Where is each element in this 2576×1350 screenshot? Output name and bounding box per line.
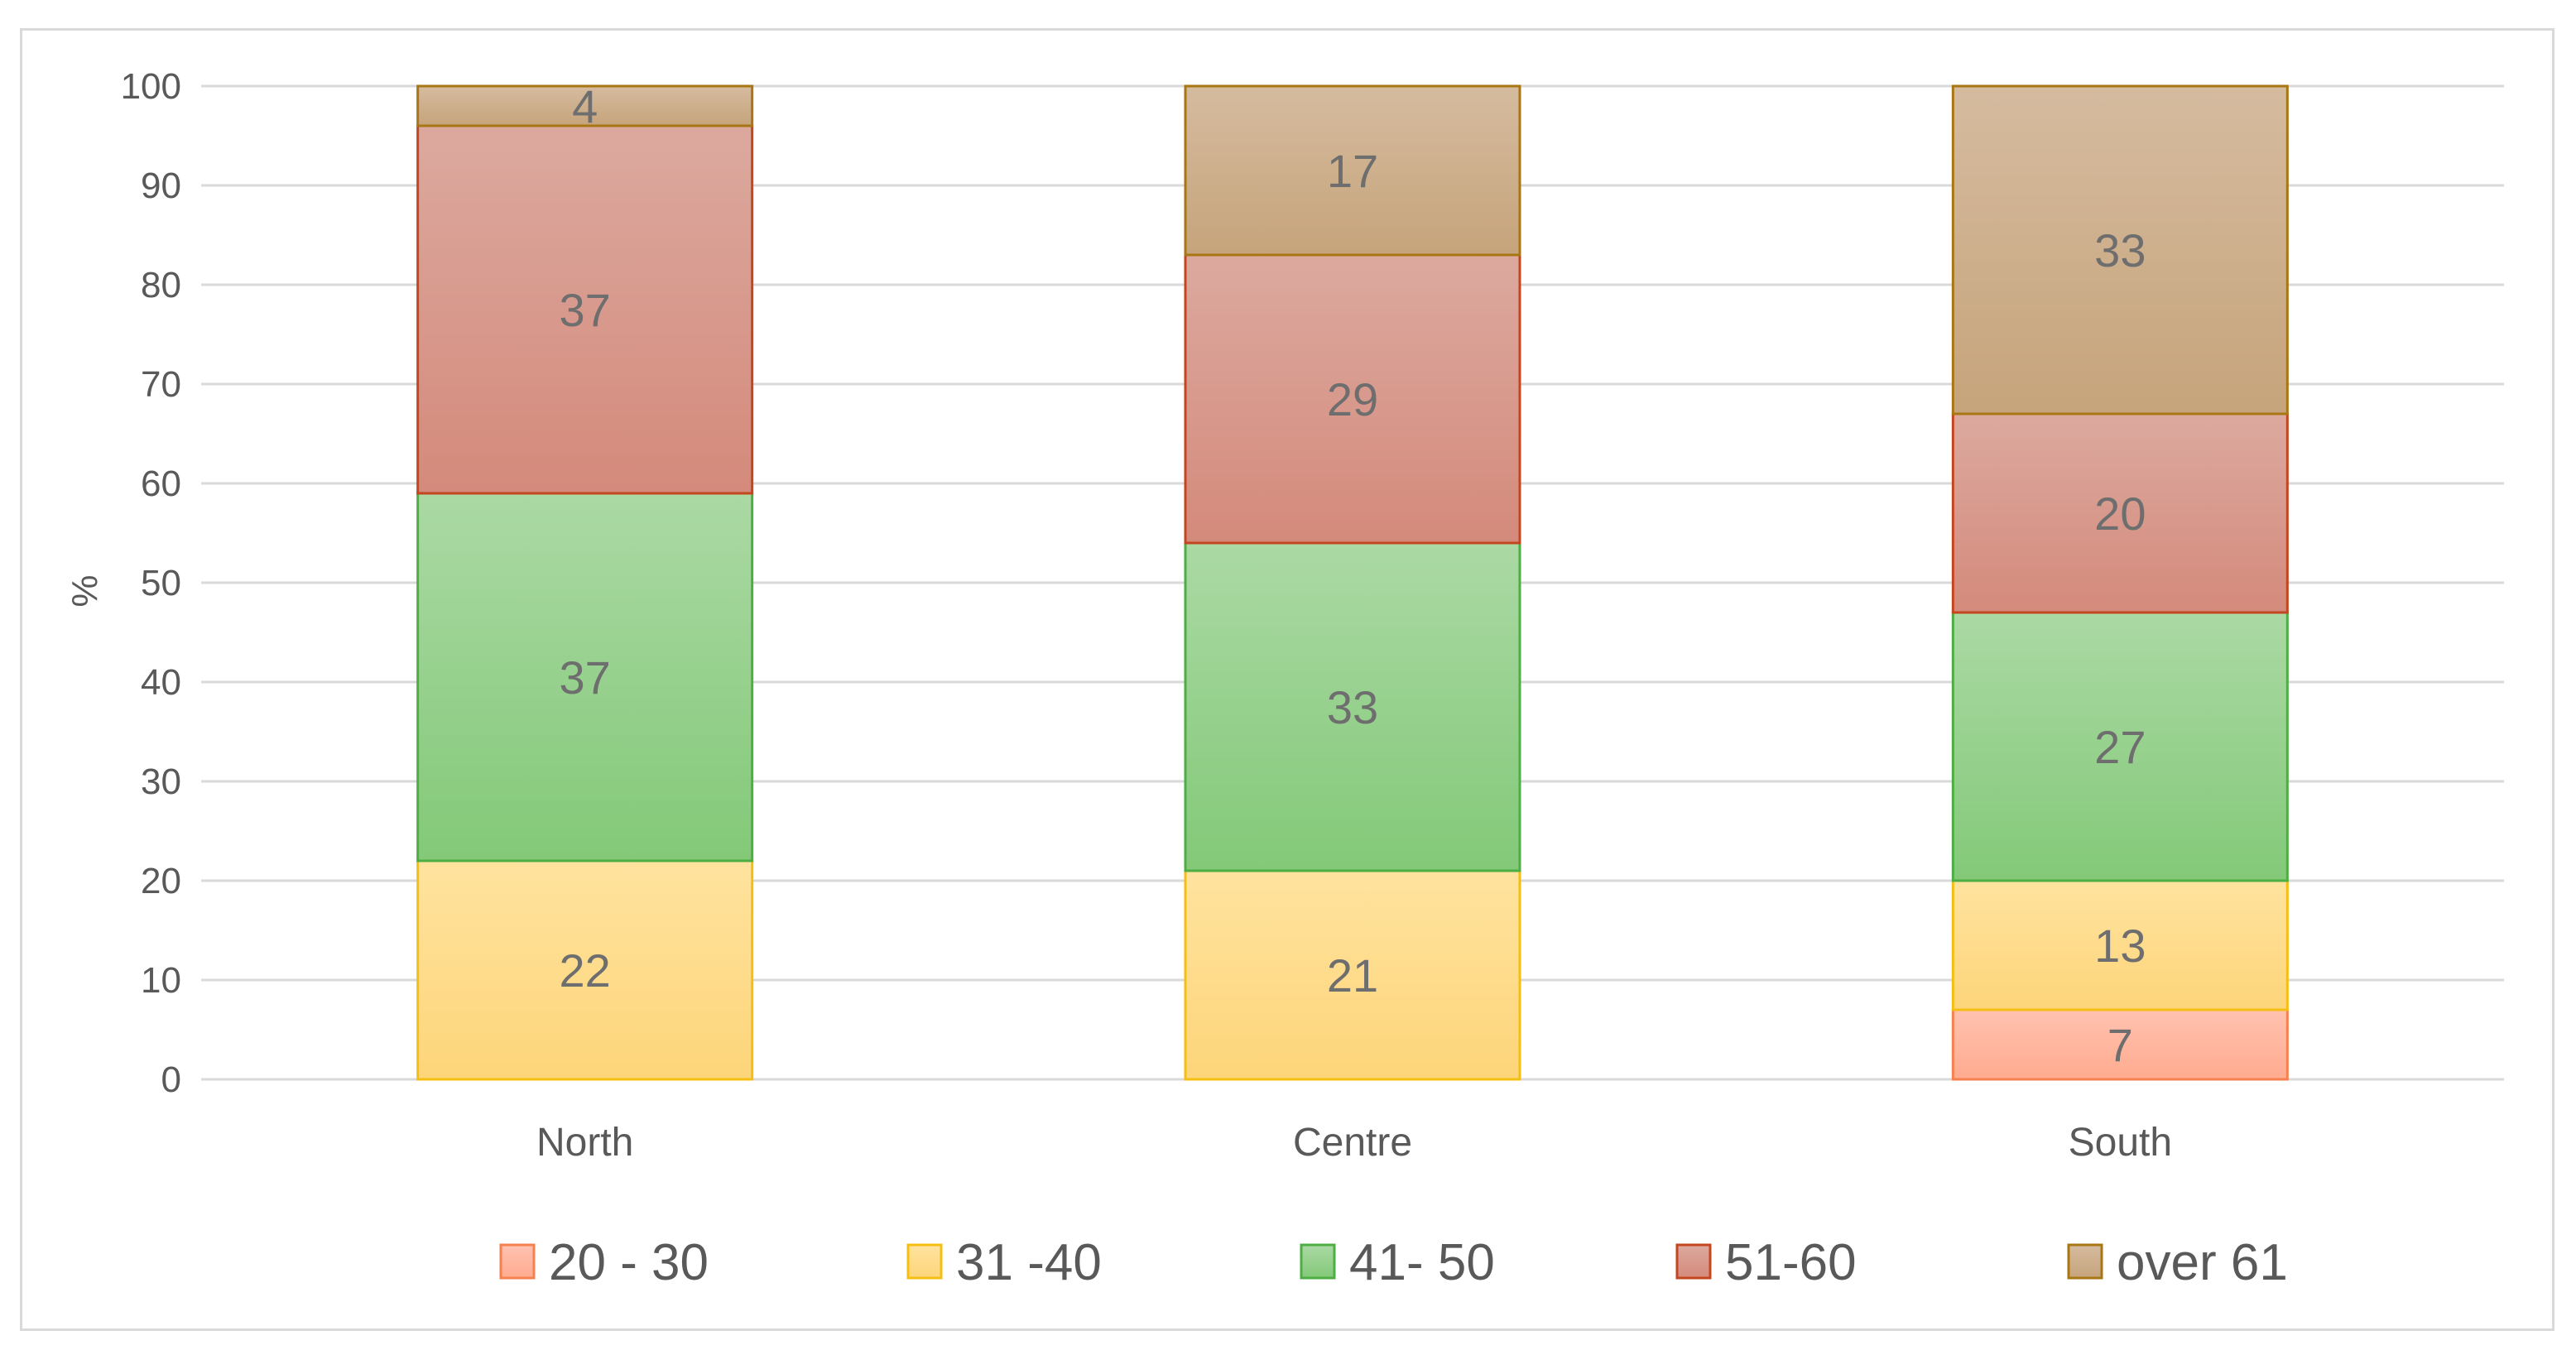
data-label: 17 (1327, 145, 1378, 197)
data-label: 33 (1327, 681, 1378, 733)
legend-swatch (2067, 1243, 2103, 1280)
bar-segment-south-2 (1951, 611, 2289, 882)
y-tick-label: 40 (141, 662, 181, 703)
legend-swatch (1675, 1243, 1712, 1280)
data-label: 7 (2107, 1019, 2133, 1071)
bar-segment-centre-4 (1184, 84, 1521, 257)
data-label: 27 (2094, 721, 2146, 773)
y-tick-label: 30 (141, 761, 181, 802)
y-tick-label: 20 (141, 861, 181, 901)
y-tick-label: 90 (141, 166, 181, 206)
data-label: 33 (2094, 224, 2146, 276)
data-label: 13 (2094, 920, 2146, 972)
y-tick-label: 70 (141, 364, 181, 405)
legend: 20 - 30 31 -40 41- 50 51-60 over 61 (499, 1234, 2288, 1291)
stacked-bar-chart: 0 10 20 30 40 50 60 70 80 90 100 % 22 37 37 4 21 33 29 17… (65, 66, 2504, 1291)
legend-swatch (499, 1243, 536, 1280)
legend-label: over 61 (2117, 1234, 2288, 1291)
y-tick-label: 0 (161, 1059, 181, 1100)
bar-segment-north-4 (416, 84, 754, 127)
legend-swatch (906, 1243, 943, 1280)
bar-segment-centre-3 (1184, 253, 1521, 545)
category-label-south: South (2069, 1121, 2172, 1165)
legend-item-0: 20 - 30 (499, 1234, 709, 1291)
legend-item-4: over 61 (2067, 1234, 2288, 1291)
legend-item-1: 31 -40 (906, 1234, 1102, 1291)
legend-item-2: 41- 50 (1300, 1234, 1495, 1291)
category-labels: North Centre South (536, 1121, 2172, 1165)
data-label: 22 (560, 944, 611, 997)
category-label-north: North (536, 1121, 633, 1165)
y-tick-label: 60 (141, 464, 181, 504)
y-tick-label: 50 (141, 563, 181, 603)
bar-segment-north-1 (416, 859, 754, 1081)
bar-segment-centre-2 (1184, 541, 1521, 872)
data-label: 20 (2094, 488, 2146, 540)
legend-label: 31 -40 (956, 1234, 1102, 1291)
legend-swatch (1300, 1243, 1336, 1280)
legend-label: 51-60 (1725, 1234, 1857, 1291)
legend-label: 41- 50 (1349, 1234, 1495, 1291)
data-label: 37 (560, 284, 611, 336)
bar-segment-centre-1 (1184, 869, 1521, 1081)
legend-label: 20 - 30 (549, 1234, 709, 1291)
data-label: 37 (560, 651, 611, 704)
data-label: 4 (572, 80, 598, 132)
y-tick-label: 10 (141, 960, 181, 1001)
y-axis-title: % (65, 574, 105, 607)
chart-frame: 0 10 20 30 40 50 60 70 80 90 100 % 22 37 37 4 21 33 29 17… (20, 28, 2554, 1331)
bar-segment-north-3 (416, 124, 754, 495)
bar-segment-south-1 (1951, 879, 2289, 1011)
bar-segment-north-2 (416, 492, 754, 862)
bar-segment-south-3 (1951, 412, 2289, 614)
data-label: 29 (1327, 373, 1378, 425)
bar-segment-south-4 (1951, 84, 2289, 416)
y-tick-label: 100 (121, 66, 181, 107)
y-axis-ticks: 0 10 20 30 40 50 60 70 80 90 100 (121, 66, 181, 1100)
y-tick-label: 80 (141, 265, 181, 305)
category-label-centre: Centre (1293, 1121, 1412, 1165)
legend-item-3: 51-60 (1675, 1234, 1857, 1291)
data-labels: 22 37 37 4 21 33 29 17 7 13 27 20 33 (560, 80, 2146, 1071)
data-label: 21 (1327, 949, 1378, 1002)
bars (416, 84, 2289, 1081)
